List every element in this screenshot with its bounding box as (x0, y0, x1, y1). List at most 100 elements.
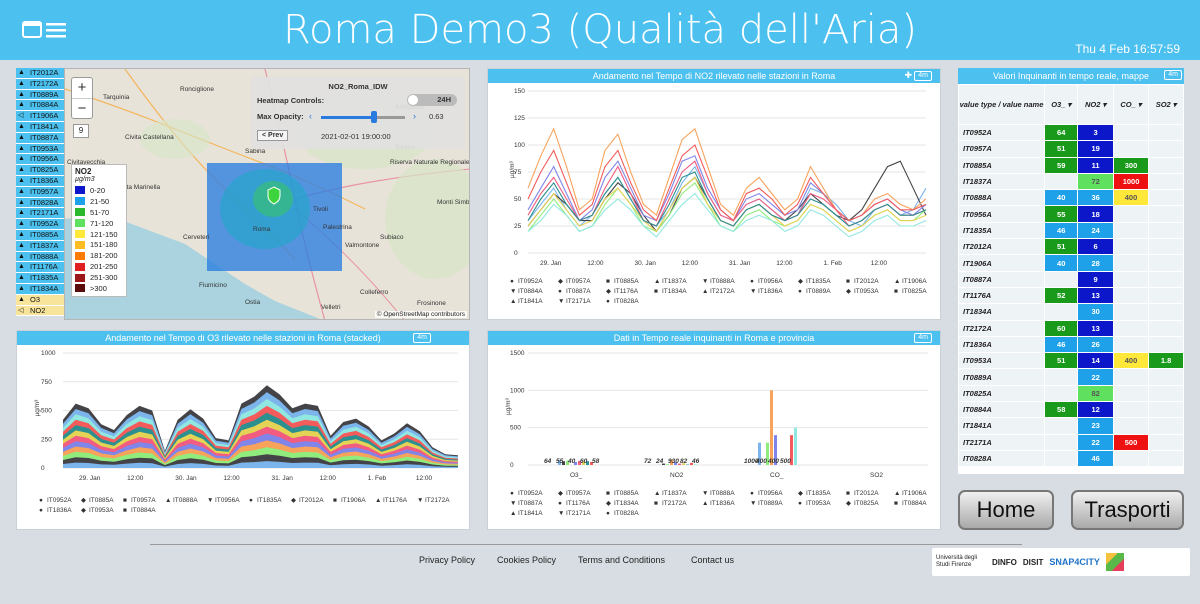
bar-it1906a[interactable] (690, 462, 693, 465)
table-cell[interactable]: 3 (1077, 123, 1114, 142)
table-cell[interactable]: 60 (1043, 319, 1079, 337)
station-item-it0888a[interactable]: ▲ IT0888A (16, 251, 64, 263)
row-station-name[interactable]: IT2012A (958, 238, 1045, 256)
unifi-logo[interactable]: Università degli Studi Firenze (936, 555, 978, 568)
table-cell[interactable] (1148, 417, 1184, 435)
column-header-co[interactable]: CO_ ▾ (1112, 84, 1150, 125)
o3-stacked-chart[interactable]: µg/m³ 0 250 500 750 1000 29. Jan 12:00 30. Jan 12… (17, 345, 470, 530)
station-item-it0957a[interactable]: ▲ IT0957A (16, 186, 64, 198)
disit-logo[interactable]: DISIT (1022, 557, 1044, 567)
table-cell[interactable]: 55 (1043, 205, 1079, 223)
bar-it1837a[interactable] (670, 459, 673, 465)
table-cell[interactable] (1148, 401, 1184, 419)
station-item-it0953a[interactable]: ▲ IT0953A (16, 143, 64, 155)
table-cell[interactable]: 14 (1077, 352, 1114, 370)
table-cell[interactable]: 59 (1043, 156, 1079, 174)
station-item-it0885a[interactable]: ▲ IT0885A (16, 229, 64, 241)
prev-button[interactable]: < Prev (257, 130, 289, 141)
row-station-name[interactable]: IT1841A (958, 417, 1045, 435)
realtime-bar-chart[interactable]: µg/m³ 0 500 1000 1500 O3_ 64 55 40 60 58 NO2 72 24 930… (488, 345, 941, 530)
options-icon[interactable]: ✚ (904, 70, 912, 80)
station-item-it1841a[interactable]: ▲ IT1841A (16, 121, 64, 133)
table-cell[interactable]: 400 (1112, 352, 1150, 370)
station-item-it0952a[interactable]: ▲ IT0952A (16, 219, 64, 230)
table-cell[interactable] (1043, 270, 1079, 288)
row-station-name[interactable]: IT1834A (958, 303, 1045, 321)
table-cell[interactable] (1148, 286, 1184, 305)
home-button[interactable]: Home (958, 490, 1054, 530)
bar-it0956a[interactable] (578, 460, 581, 465)
bar-it2012a[interactable] (586, 461, 589, 465)
table-cell[interactable] (1043, 303, 1079, 321)
zoom-in-button[interactable]: + (77, 79, 87, 96)
station-item-it2012a[interactable]: ▲ IT2012A (16, 68, 64, 79)
table-cell[interactable] (1112, 319, 1150, 337)
table-cell[interactable] (1043, 417, 1079, 435)
bar-it1835a[interactable] (682, 463, 685, 465)
station-item-it0828a[interactable]: ▲ IT0828A (16, 197, 64, 209)
table-cell[interactable] (1112, 449, 1150, 468)
column-header-o3[interactable]: O3_ ▾ (1043, 84, 1079, 125)
table-cell[interactable]: 400 (1112, 189, 1150, 207)
row-station-name[interactable]: IT0957A (958, 140, 1045, 158)
table-cell[interactable]: 46 (1043, 221, 1079, 240)
column-header-no2[interactable]: NO2 ▾ (1077, 84, 1114, 125)
bar-it0885a[interactable] (666, 464, 669, 465)
table-cell[interactable] (1148, 189, 1184, 207)
table-cell[interactable]: 30 (1077, 303, 1114, 321)
bar-it0887a[interactable] (794, 427, 797, 465)
row-station-name[interactable]: IT0885A (958, 156, 1045, 174)
table-cell[interactable] (1112, 417, 1150, 435)
table-cell[interactable]: 1000 (1112, 172, 1150, 191)
snap4city-logo[interactable]: SNAP4CITY (1049, 557, 1100, 567)
table-cell[interactable] (1148, 123, 1184, 142)
table-cell[interactable]: 9 (1077, 270, 1114, 288)
chevron-right-icon[interactable]: › (413, 111, 416, 121)
row-station-name[interactable]: IT2172A (958, 319, 1045, 337)
row-station-name[interactable]: IT0952A (958, 123, 1045, 142)
table-cell[interactable] (1112, 286, 1150, 305)
transport-button[interactable]: Trasporti (1071, 490, 1184, 530)
table-cell[interactable] (1148, 303, 1184, 321)
column-header-so2[interactable]: SO2 ▾ (1148, 84, 1184, 125)
row-station-name[interactable]: IT1906A (958, 254, 1045, 272)
bar-it0957a[interactable] (562, 461, 565, 465)
table-cell[interactable] (1148, 140, 1184, 158)
station-item-o3[interactable]: ▲ O3 (16, 294, 64, 306)
stack-layer[interactable] (63, 461, 458, 468)
table-cell[interactable]: 19 (1077, 140, 1114, 158)
privacy-policy-link[interactable]: Privacy Policy (419, 555, 476, 565)
table-cell[interactable] (1148, 449, 1184, 468)
table-cell[interactable] (1112, 238, 1150, 256)
station-item-it0825a[interactable]: ▲ IT0825A (16, 165, 64, 176)
table-cell[interactable]: 24 (1077, 221, 1114, 240)
table-cell[interactable]: 51 (1043, 140, 1079, 158)
bar-it0887a[interactable] (694, 464, 697, 465)
station-item-it1176a[interactable]: ▲ IT1176A (16, 262, 64, 274)
station-item-it2172a[interactable]: ▲ IT2172A (16, 78, 64, 90)
table-cell[interactable]: 40 (1043, 189, 1079, 207)
row-station-name[interactable]: IT0889A (958, 368, 1045, 386)
table-cell[interactable] (1148, 221, 1184, 240)
station-item-it1837a[interactable]: ▲ IT1837A (16, 240, 64, 252)
table-cell[interactable]: 72 (1077, 172, 1114, 191)
cookies-policy-link[interactable]: Cookies Policy (497, 555, 557, 565)
table-cell[interactable]: 52 (1043, 286, 1079, 305)
row-station-name[interactable]: IT0825A (958, 384, 1045, 403)
table-cell[interactable]: 12 (1077, 401, 1114, 419)
series-line-it0885a[interactable] (527, 181, 927, 233)
bar-it0957a[interactable] (662, 463, 665, 465)
table-cell[interactable] (1148, 433, 1184, 451)
opacity-slider[interactable] (321, 111, 405, 123)
table-cell[interactable] (1043, 384, 1079, 403)
row-station-name[interactable]: IT0828A (958, 449, 1045, 468)
table-cell[interactable]: 46 (1077, 449, 1114, 468)
no2-line-chart[interactable]: µg/m³ 0 25 50 75 100 125 150 29. Jan 12:00 30. Jan… (488, 83, 941, 320)
table-cell[interactable]: 82 (1077, 384, 1114, 403)
table-cell[interactable] (1148, 335, 1184, 354)
table-cell[interactable]: 18 (1077, 205, 1114, 223)
map-widget[interactable]: TarquiniaRonciglioneSabinaRietiAntrodoco… (64, 68, 470, 320)
table-cell[interactable] (1148, 368, 1184, 386)
row-station-name[interactable]: IT0953A (958, 352, 1045, 370)
series-line-it0887a[interactable] (527, 192, 927, 238)
